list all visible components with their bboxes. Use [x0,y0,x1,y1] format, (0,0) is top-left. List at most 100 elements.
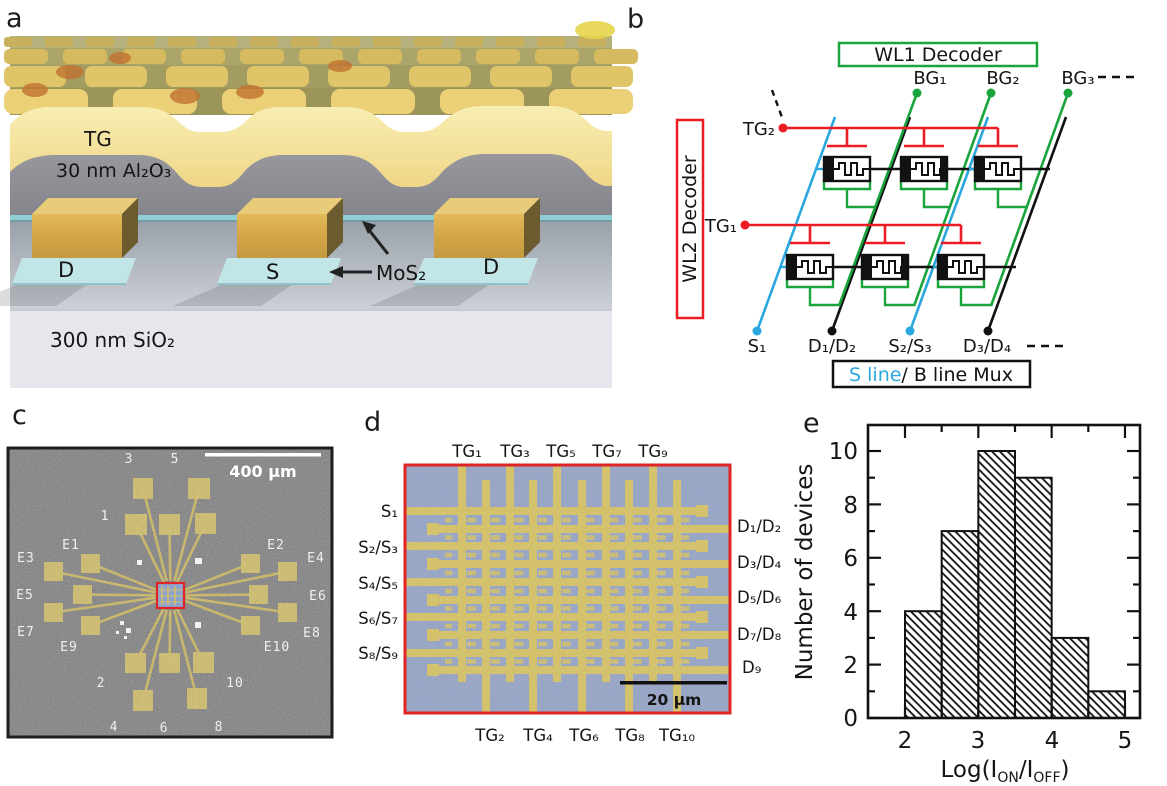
pad-number-4: 4 [110,720,119,735]
oxidized-gate-accent [170,88,200,104]
pad-label-e2: E2 [267,538,285,553]
center-chip [155,581,186,610]
pad-number-1: 1 [101,509,110,524]
ytick-10: 10 [829,439,858,465]
histogram-bars [904,450,1126,720]
gold-top-face [434,198,540,214]
pad-number-6: 6 [160,721,169,736]
xtick-2: 2 [898,728,913,754]
label-d7d8-row: D₇/D₈ [737,625,782,644]
xlabel-part3: ) [1061,757,1070,783]
pad-number-8: 8 [215,720,224,735]
label-tg6-col: TG₆ [568,726,599,745]
label-bg1: BG₁ [913,68,946,89]
y-tick-labels: 0 2 4 6 8 10 [829,439,858,732]
histogram-bar [1087,690,1126,719]
corner-gate-accent [575,21,615,39]
label-tg8-col: TG₈ [614,726,645,745]
panel-e-histogram: e 0 2 4 6 8 10 2 3 4 5 Number of devices… [792,408,1142,786]
tg-continuation-dashes [770,89,785,121]
array-gate-bump [86,37,114,47]
gold-front-face [237,214,327,258]
gold-front-face [434,214,524,258]
panel-letter-c: c [12,400,27,431]
label-tg7-col: TG₇ [591,442,621,461]
array-gate-bump [166,66,228,87]
scale-label-20um: 20 μm [647,691,702,709]
array-gate-bump [571,66,633,87]
label-d3d4-row: D₃/D₄ [737,553,782,572]
gold-top-face [237,198,343,214]
sio2-slab [10,310,612,388]
label-tg2-col: TG₂ [474,726,504,745]
pad-label-e5: E5 [16,588,34,603]
array-frame [403,463,732,715]
ytick-2: 2 [843,653,858,679]
label-bg2: BG₂ [986,68,1019,89]
x-axis-title: Log(ION/IOFF) [941,757,1070,786]
panel-c-sem: c 400 μm 3 5 1 E1 [6,400,334,739]
scale-bar-400um [205,453,321,457]
array-gate-bump [490,66,552,87]
label-bg3: BG₃ [1061,68,1094,89]
array-gate-bump [63,49,107,64]
array-gate-bump [122,49,166,64]
label-tg2: TG₂ [742,119,775,140]
wl1-decoder-label: WL1 Decoder [874,44,1002,66]
pad-number-2: 2 [97,676,106,691]
histogram-bar [1050,636,1090,720]
gold-top-face [32,198,138,214]
ytick-4: 4 [843,600,858,626]
label-drain-right: D [483,255,499,279]
label-s4s5-row: S₄/S₅ [358,574,398,593]
pad-label-e8: E8 [303,626,321,641]
label-drain-left: D [58,258,74,282]
label-sio2: 300 nm SiO₂ [50,328,175,352]
label-tg3-col: TG₃ [499,442,529,461]
array-gate-bump [299,49,343,64]
histogram-bar [977,450,1016,719]
y-axis-title: Number of devices [792,464,818,681]
array-gate-bump [476,49,520,64]
histogram-bar [904,610,943,720]
panel-letter-a: a [6,3,23,34]
label-s1-row: S₁ [381,502,398,521]
wl1-decoder-box [837,41,1039,68]
label-al2o3: 30 nm Al₂O₃ [56,160,171,182]
d3d4-line [986,116,1068,332]
alignment-marks [116,558,202,639]
label-s6s7-row: S₆/S₇ [358,609,398,628]
x-tick-labels: 2 3 4 5 [898,728,1133,754]
pad-number-5: 5 [171,452,180,467]
array-gate-bump [45,37,73,47]
line-terminals [752,88,1073,336]
label-tg4-col: TG₄ [522,726,553,745]
array-gate-bump [85,66,147,87]
array-gate-bump [358,49,402,64]
array-gate-bump [535,49,579,64]
label-mos2: MoS₂ [376,261,426,285]
label-tg: TG [83,127,112,151]
xlabel-sub-on: ON [997,770,1019,786]
mux-label-sline: S line [849,364,901,386]
array-gate-bump [4,37,32,47]
array-gate-bump [417,49,461,64]
oxidized-gate-accent [328,60,352,72]
mos2-contact-pad [217,258,341,284]
oxidized-gate-accent [236,85,264,99]
mos2-contact-pad [414,258,538,284]
chip-highlight-box [155,581,186,610]
array-gate-bump [240,49,284,64]
mos2-arrow-horizontal [329,266,372,278]
xtick-4: 4 [1045,728,1060,754]
oxidized-gate-accent [109,52,131,64]
array-gate-bump [594,49,638,64]
label-s2s3: S₂/S₃ [888,336,931,357]
array-gate-bump [455,37,483,47]
array-gate-bump [250,37,278,47]
xtick-5: 5 [1118,728,1133,754]
label-tg10-col: TG₁₀ [658,726,695,745]
mos2-arrow-diagonal [362,221,390,255]
array-gate-bump [549,89,633,114]
